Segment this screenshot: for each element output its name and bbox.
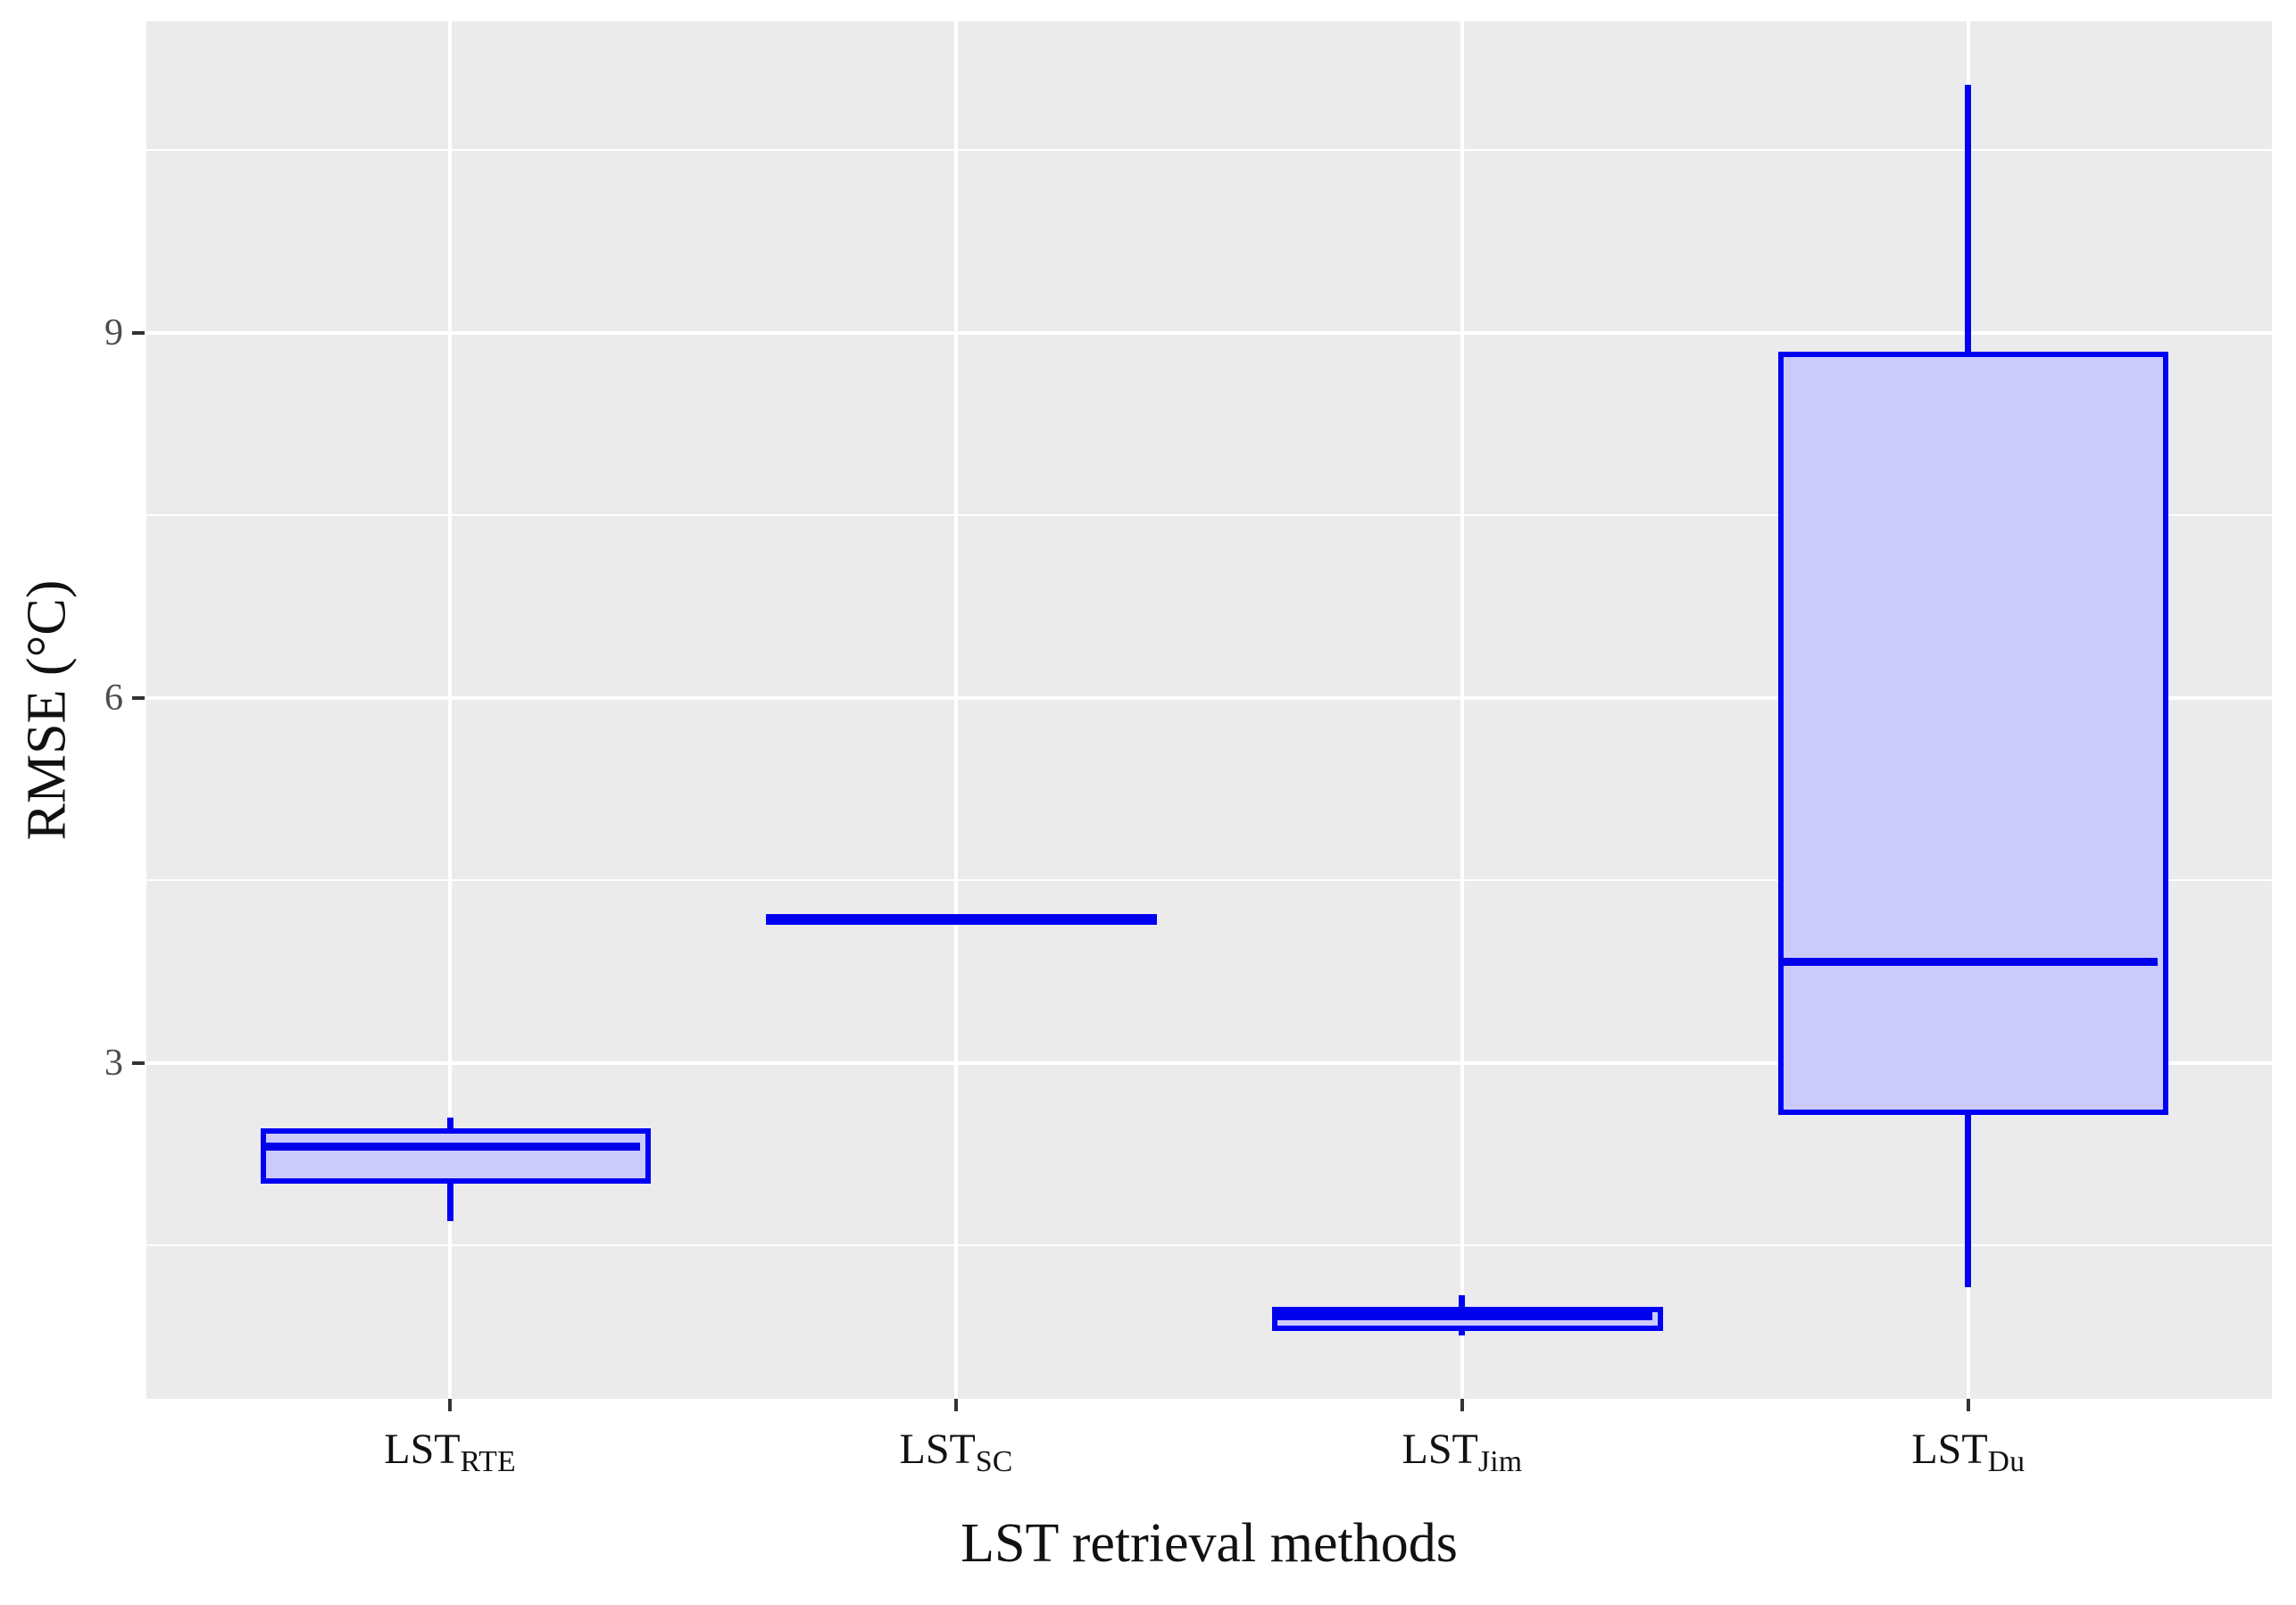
x-category-subscript: Jim: [1477, 1445, 1523, 1479]
median-line: [260, 1143, 640, 1152]
gridline-major-v: [448, 21, 453, 1399]
x-category-base: LST: [1911, 1426, 1988, 1473]
y-tick-mark: [132, 695, 145, 700]
x-category-subscript: Du: [1987, 1445, 2026, 1479]
median-line: [1272, 1311, 1652, 1320]
x-category-label: LSTSC: [760, 1425, 1152, 1478]
y-tick-label: 3: [104, 1042, 123, 1084]
x-tick-mark: [448, 1399, 453, 1411]
x-category-subscript: SC: [975, 1445, 1013, 1479]
x-category-label: LSTRTE: [254, 1425, 646, 1478]
y-tick-label: 6: [104, 677, 123, 719]
gridline-major-h: [146, 330, 2272, 335]
x-axis-title: LST retrieval methods: [961, 1513, 1458, 1574]
x-category-label: LSTJim: [1266, 1425, 1659, 1478]
upper-whisker: [1459, 1295, 1466, 1313]
iqr-box: [1778, 352, 2169, 1115]
x-tick-mark: [1460, 1399, 1464, 1411]
x-tick-mark: [1966, 1399, 1970, 1411]
y-tick-mark: [132, 1060, 145, 1065]
gridline-major-h: [146, 695, 2272, 700]
gridline-minor-h: [146, 879, 2272, 882]
x-tick-mark: [954, 1399, 959, 1411]
median-line: [1778, 958, 2159, 967]
gridline-major-v: [954, 21, 959, 1399]
gridline-minor-h: [146, 149, 2272, 152]
gridline-minor-h: [146, 514, 2272, 517]
x-category-subscript: RTE: [460, 1445, 517, 1479]
upper-whisker: [446, 1118, 453, 1134]
upper-whisker: [1965, 84, 1972, 358]
plot-panel: [146, 21, 2272, 1399]
x-category-base: LST: [384, 1426, 461, 1473]
y-tick-mark: [132, 330, 145, 335]
median-line: [766, 915, 1146, 924]
y-tick-label: 9: [104, 312, 123, 353]
x-category-base: LST: [1402, 1426, 1478, 1473]
gridline-major-v: [1460, 21, 1464, 1399]
lower-whisker: [446, 1178, 453, 1221]
iqr-box: [260, 1127, 651, 1185]
gridline-major-h: [146, 1060, 2272, 1065]
gridline-minor-h: [146, 1244, 2272, 1247]
x-category-label: LSTDu: [1772, 1425, 2165, 1478]
lower-whisker: [1965, 1109, 1972, 1287]
x-category-base: LST: [899, 1426, 976, 1473]
